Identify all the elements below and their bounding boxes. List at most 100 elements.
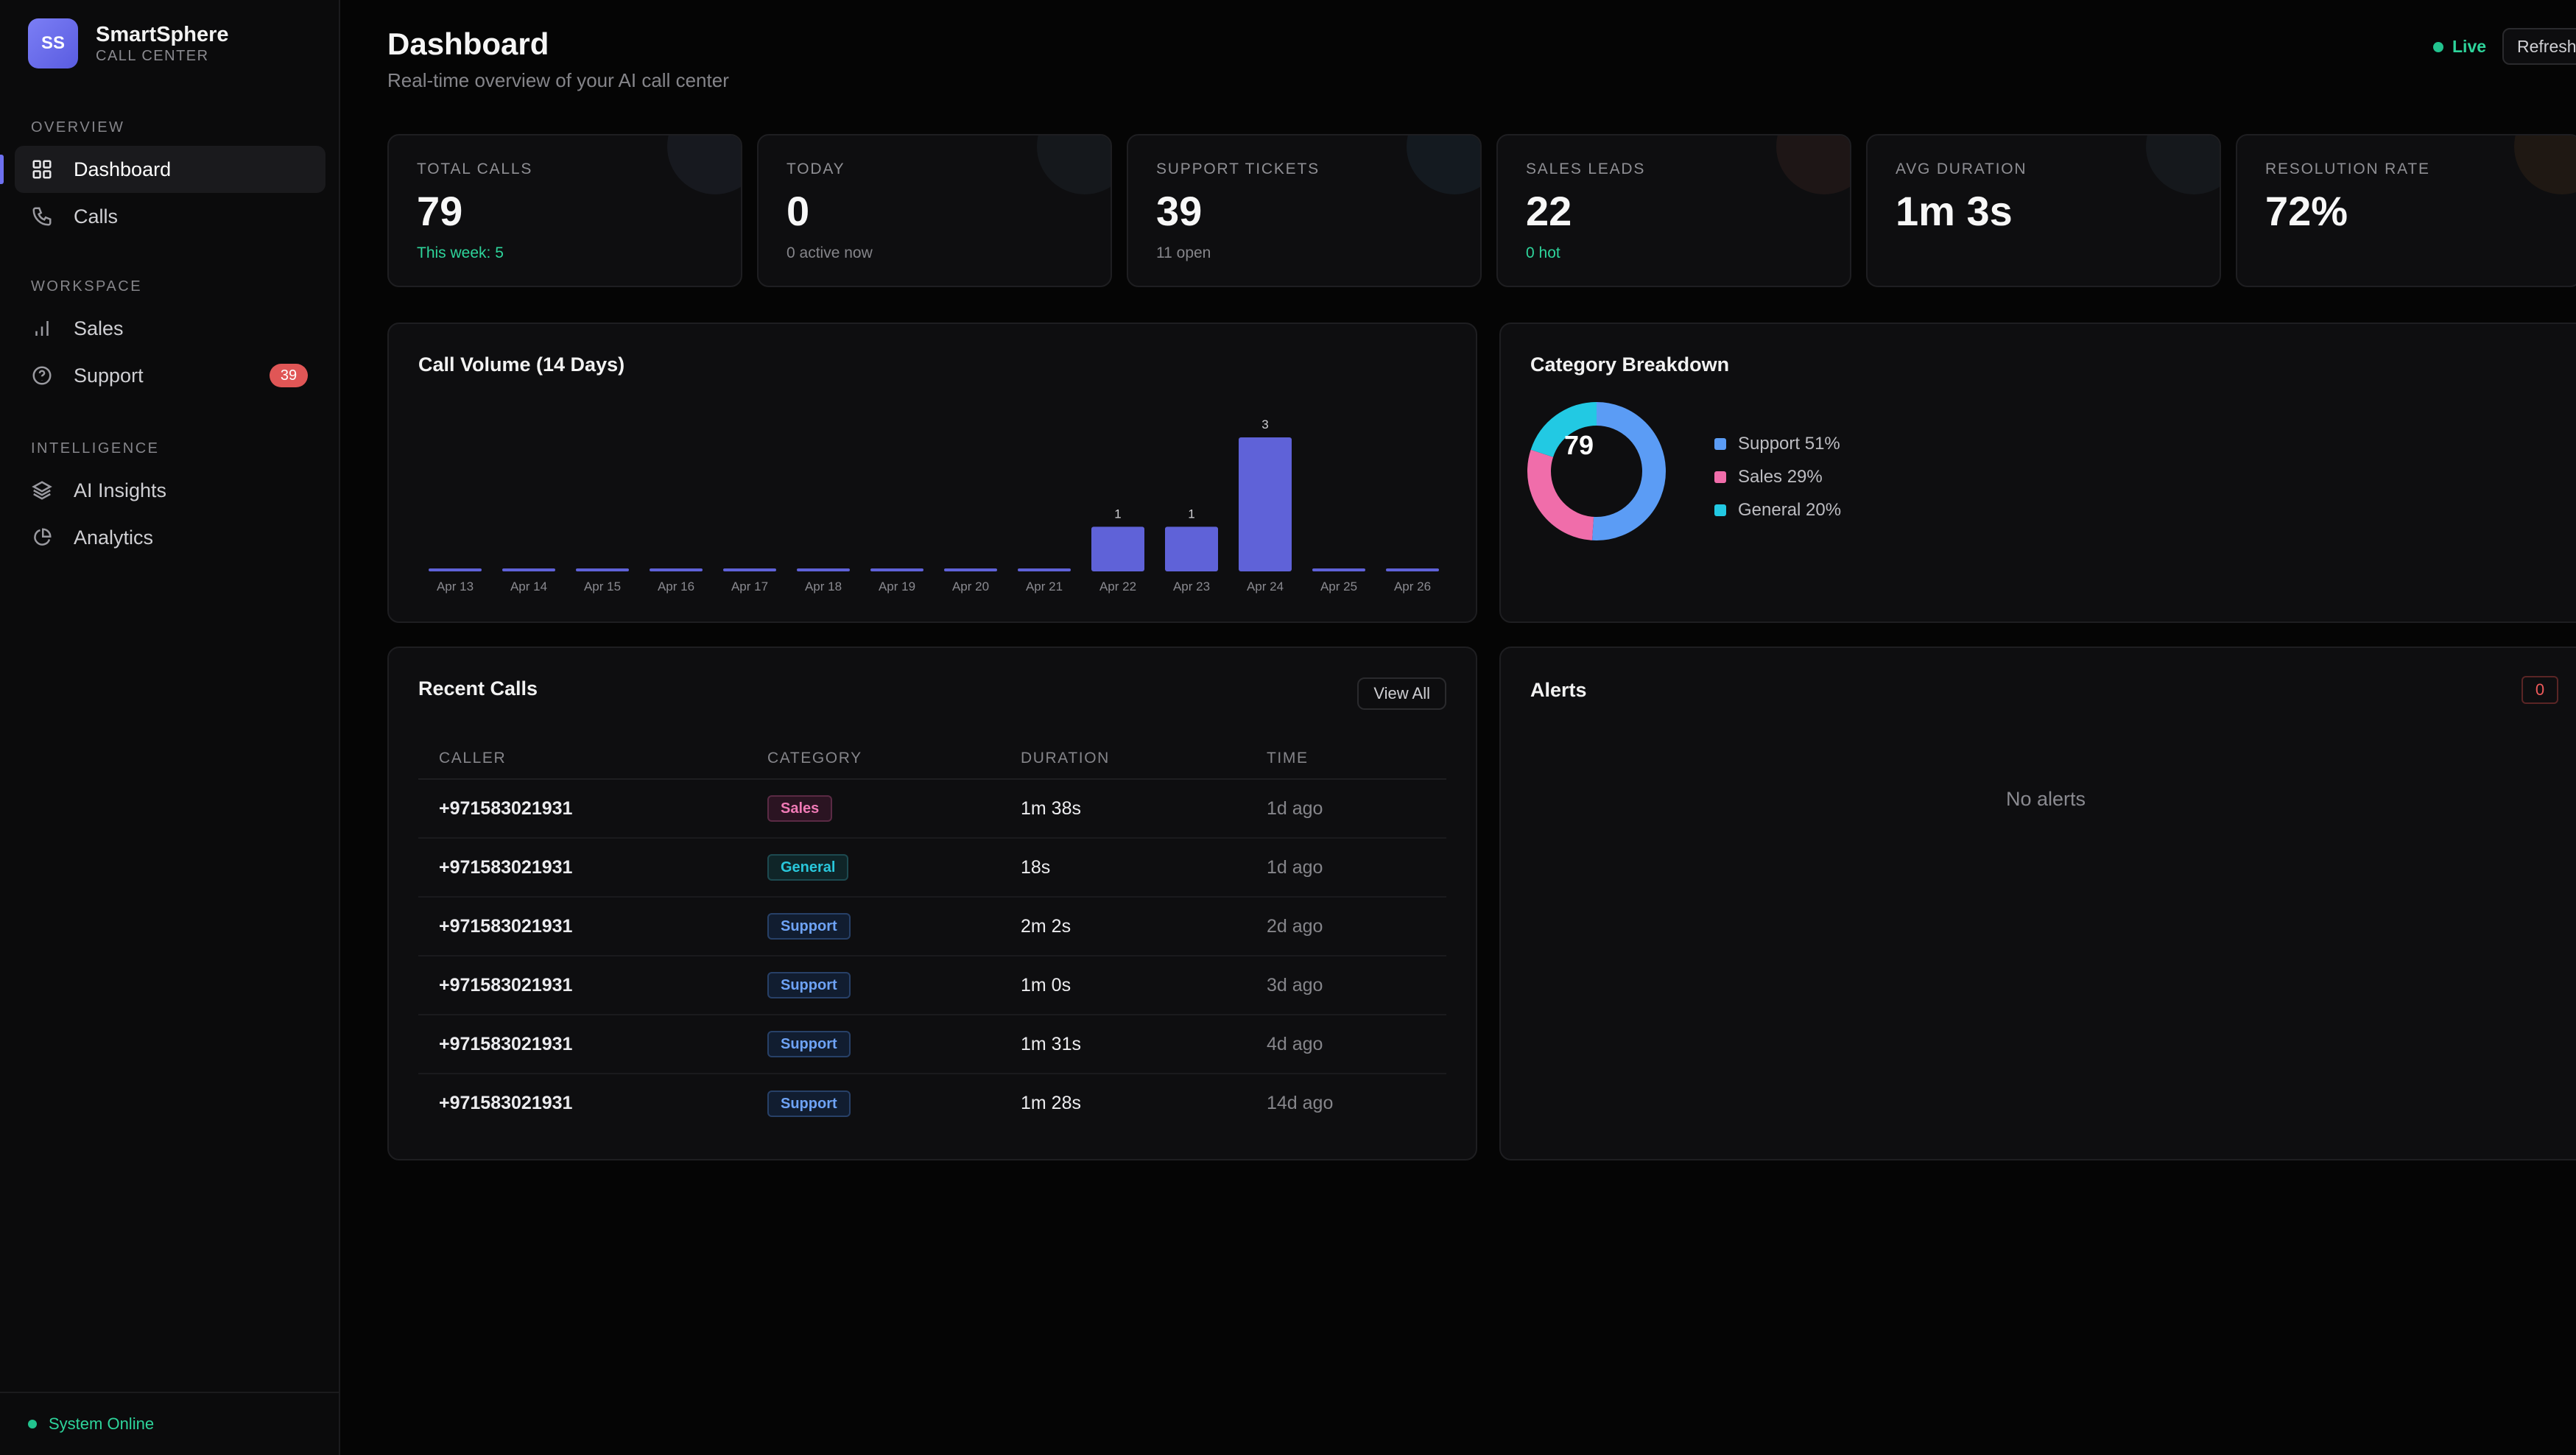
bar-data-label: 3 [1261,418,1268,431]
stat-label: TODAY [786,161,845,177]
live-dot-icon [2433,41,2443,52]
legend-label: Support 51% [1738,433,1840,454]
volume-bar[interactable] [650,568,703,571]
volume-bar[interactable] [429,568,482,571]
stat-value: 22 [1526,188,1572,234]
brand-name: SmartSphere [96,23,229,46]
stat-card-total-calls: TOTAL CALLS 79 This week: 5 [387,134,742,287]
column-header-time: TIME [1246,738,1446,780]
nav-heading: INTELLIGENCE [31,440,160,457]
sidebar-item-label: Support [74,364,144,387]
card-decoration [2146,135,2220,194]
nav-heading: OVERVIEW [31,119,125,135]
sidebar-item-label: Analytics [74,526,154,549]
x-tick-label: Apr 26 [1394,579,1431,593]
sidebar-item-label: Calls [74,205,119,228]
no-alerts-message: No alerts [2005,788,2086,810]
page-title: Dashboard [387,27,549,61]
stat-value: 39 [1156,188,1203,234]
support-count-badge: 39 [270,364,308,387]
sidebar-item-sales[interactable]: Sales [15,305,325,352]
table-row[interactable]: +971583021931 Support 1m 28s 14d ago [418,1074,1446,1132]
stat-card-avg-duration: AVG DURATION 1m 3s [1866,134,2221,287]
table-row[interactable]: +971583021931 General 18s 1d ago [418,838,1446,898]
recent-calls-table: CALLER CATEGORY DURATION TIME +971583021… [418,738,1446,1132]
volume-bar[interactable] [502,568,555,571]
x-tick-label: Apr 23 [1173,579,1210,593]
table-row[interactable]: +971583021931 Support 2m 2s 2d ago [418,897,1446,957]
stat-label: SUPPORT TICKETS [1156,161,1320,177]
refresh-button[interactable]: Refresh [2502,28,2576,65]
stat-subtext: 0 active now [786,244,873,261]
legend-swatch [1714,437,1726,450]
stat-subtext: 11 open [1156,244,1211,261]
sidebar-item-label: Dashboard [74,158,172,180]
donut-slice-support[interactable] [1527,402,1666,540]
table-row[interactable]: +971583021931 Sales 1m 38s 1d ago [418,779,1446,839]
view-all-button[interactable]: View All [1357,677,1446,710]
legend-item-support: Support 51% [1714,427,1841,460]
donut-slice-sales[interactable] [1527,402,1666,540]
call-duration: 1m 0s [1000,956,1246,1015]
volume-bar[interactable] [576,568,629,571]
category-tag: Support [767,1090,851,1117]
panel-title: Alerts [1530,679,1587,701]
call-duration: 2m 2s [1000,897,1246,957]
bar-data-label: 1 [1188,507,1194,521]
stat-value: 79 [417,188,463,234]
bar-chart-icon [31,317,53,339]
volume-bar[interactable] [944,568,997,571]
system-status: System Online [0,1392,339,1455]
stat-label: RESOLUTION RATE [2265,161,2430,177]
volume-bar[interactable] [870,568,923,571]
card-decoration [1776,135,1850,194]
x-tick-label: Apr 16 [658,579,694,593]
volume-bar[interactable] [797,568,850,571]
grid-icon [31,158,53,180]
card-decoration [1037,135,1111,194]
table-row[interactable]: +971583021931 Support 1m 31s 4d ago [418,1015,1446,1074]
legend-swatch [1714,504,1726,516]
sidebar-item-analytics[interactable]: Analytics [15,514,325,561]
volume-bar[interactable] [1165,526,1218,571]
call-time: 3d ago [1246,956,1446,1015]
panel-title: Category Breakdown [1530,353,1730,376]
stat-label: AVG DURATION [1896,161,2027,177]
volume-bar[interactable] [723,568,776,571]
caller-number: +971583021931 [418,1015,747,1074]
volume-bar[interactable] [1018,568,1071,571]
call-duration: 18s [1000,838,1246,898]
layers-icon [31,479,53,501]
stat-value: 1m 3s [1896,188,2013,234]
volume-bar[interactable] [1239,437,1292,571]
donut-center-total: 79 [1564,430,1594,460]
x-tick-label: Apr 15 [584,579,621,593]
table-row[interactable]: +971583021931 Support 1m 0s 3d ago [418,956,1446,1015]
stat-label: SALES LEADS [1526,161,1646,177]
call-time: 2d ago [1246,897,1446,957]
stat-card-sales-leads: SALES LEADS 22 0 hot [1496,134,1851,287]
alerts-panel: Alerts 0 No alerts [1499,647,2576,1160]
sidebar-item-support[interactable]: Support 39 [15,352,325,399]
table-header-row: CALLER CATEGORY DURATION TIME [418,738,1446,780]
call-duration: 1m 28s [1021,1093,1081,1113]
volume-bar[interactable] [1091,526,1144,571]
call-time: 1d ago [1246,838,1446,898]
x-tick-label: Apr 17 [731,579,768,593]
alerts-count-badge: 0 [2522,676,2558,704]
bar-data-label: 1 [1114,507,1121,521]
phone-icon [31,205,53,228]
volume-bar[interactable] [1312,568,1365,571]
volume-bar[interactable] [1386,568,1439,571]
caller-number: +971583021931 [418,779,747,839]
nav-section-workspace: WORKSPACE Sales Support 39 [0,275,340,399]
category-breakdown-panel: Category Breakdown 79 Support 51% Sales … [1499,323,2576,623]
caller-number: +971583021931 [418,897,747,957]
help-circle-icon [31,364,53,387]
sidebar-item-calls[interactable]: Calls [15,193,325,240]
sidebar-item-ai-insights[interactable]: AI Insights [15,467,325,514]
panel-title: Call Volume (14 Days) [418,353,625,376]
x-tick-label: Apr 21 [1026,579,1063,593]
sidebar-item-dashboard[interactable]: Dashboard [0,146,325,193]
brand[interactable]: SS SmartSphere CALL CENTER [28,18,229,69]
